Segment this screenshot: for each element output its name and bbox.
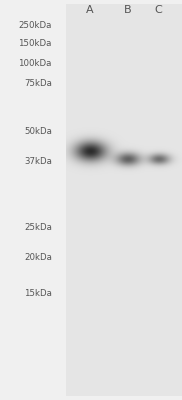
Text: 50kDa: 50kDa bbox=[24, 128, 52, 136]
Text: 37kDa: 37kDa bbox=[24, 158, 52, 166]
Text: 100kDa: 100kDa bbox=[19, 60, 52, 68]
Text: C: C bbox=[155, 5, 162, 15]
Text: A: A bbox=[86, 5, 94, 15]
Text: 75kDa: 75kDa bbox=[24, 80, 52, 88]
Text: 150kDa: 150kDa bbox=[19, 40, 52, 48]
Text: 20kDa: 20kDa bbox=[24, 254, 52, 262]
Bar bbox=[66, 4, 181, 396]
Text: 15kDa: 15kDa bbox=[24, 290, 52, 298]
Text: B: B bbox=[124, 5, 131, 15]
Text: 250kDa: 250kDa bbox=[19, 22, 52, 30]
Text: 25kDa: 25kDa bbox=[24, 224, 52, 232]
